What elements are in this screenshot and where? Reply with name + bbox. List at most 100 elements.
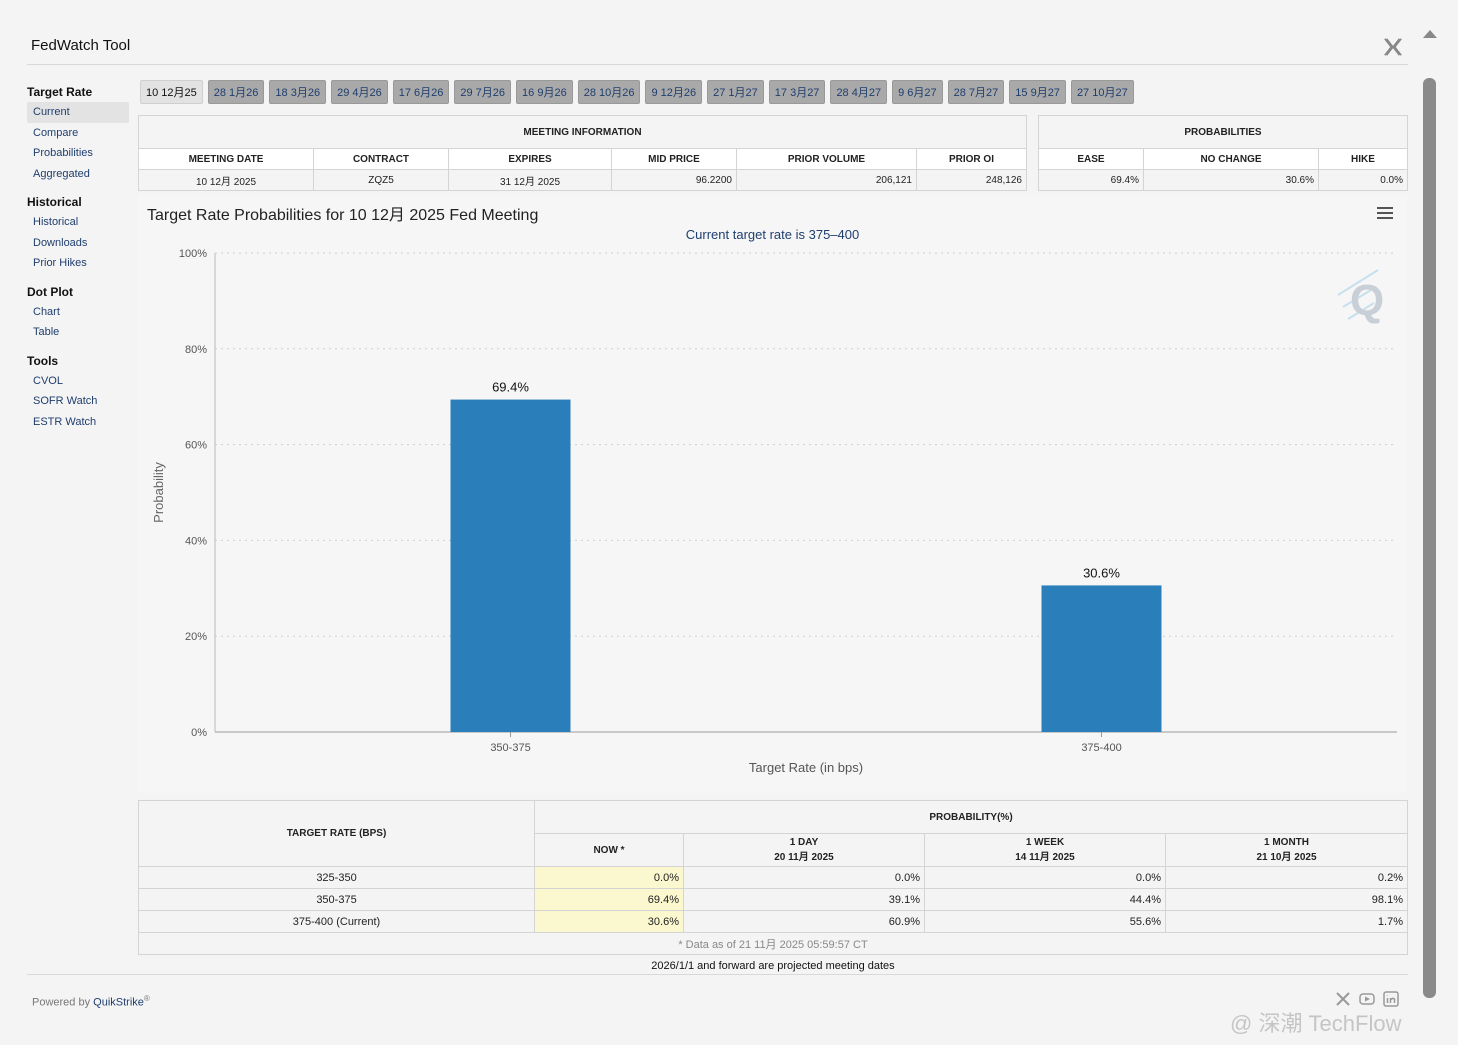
hike-value: 0.0% bbox=[1318, 169, 1408, 191]
meeting-tab[interactable]: 17 6月26 bbox=[392, 80, 450, 104]
sidebar-item-estr-watch[interactable]: ESTR Watch bbox=[33, 415, 97, 428]
meeting-tab[interactable]: 18 3月26 bbox=[269, 80, 327, 104]
meeting-date: 10 12月 2025 bbox=[138, 169, 314, 191]
meeting-tab[interactable]: 28 1月26 bbox=[207, 80, 265, 104]
target-rate-cell: 375-400 (Current) bbox=[138, 910, 535, 933]
meeting-tabs: 10 12月25 28 1月26 18 3月26 29 4月26 17 6月26… bbox=[140, 80, 1134, 104]
quikstrike-logo-icon bbox=[1337, 269, 1379, 320]
sidebar-item-sofr-watch[interactable]: SOFR Watch bbox=[33, 395, 98, 407]
footer-divider bbox=[27, 974, 1408, 975]
sidebar-item-aggregated[interactable]: Aggregated bbox=[33, 167, 90, 180]
one-day-label: 1 DAY bbox=[789, 837, 819, 848]
meeting-tab[interactable]: 27 1月27 bbox=[707, 80, 764, 104]
sidebar-item-downloads[interactable]: Downloads bbox=[33, 236, 88, 249]
ease-value: 69.4% bbox=[1038, 169, 1144, 191]
x-logo-icon[interactable] bbox=[1382, 36, 1404, 58]
sidebar-group-title: Dot Plot bbox=[27, 284, 73, 299]
projected-dates-note: 2026/1/1 and forward are projected meeti… bbox=[651, 960, 895, 972]
expires: 31 12月 2025 bbox=[448, 169, 612, 191]
one-week-date: 14 11月 2025 bbox=[1015, 852, 1075, 863]
sidebar-item-table[interactable]: Table bbox=[33, 326, 60, 338]
day-cell: 0.0% bbox=[683, 866, 925, 889]
meeting-tab[interactable]: 28 7月27 bbox=[947, 80, 1005, 104]
x-social-icon[interactable] bbox=[1334, 990, 1352, 1008]
y-tick-label: 60% bbox=[185, 440, 207, 452]
week-cell: 44.4% bbox=[924, 888, 1166, 911]
prior-volume: 206,121 bbox=[736, 169, 917, 191]
one-day-header: 1 DAY 20 11月 2025 bbox=[683, 833, 925, 867]
target-rate-cell: 325-350 bbox=[138, 866, 535, 889]
youtube-icon[interactable] bbox=[1358, 990, 1376, 1008]
meeting-tab[interactable]: 9 6月27 bbox=[892, 80, 943, 104]
meeting-tab[interactable]: 16 9月26 bbox=[516, 80, 573, 104]
chart-panel: 0% 20% 40% 60% 80% 100% 69.4% 350-375 30.6% 375-4… bbox=[138, 195, 1407, 793]
app-header: FedWatch Tool bbox=[27, 22, 1408, 65]
probability-bar-chart: 0% 20% 40% 60% 80% 100% 69.4% 350-375 30.6% 375-4… bbox=[151, 248, 1397, 775]
week-cell: 55.6% bbox=[924, 910, 1166, 933]
sidebar-group-title: Historical bbox=[27, 195, 82, 209]
sidebar-group-title: Target Rate bbox=[27, 85, 93, 99]
target-rate-header: TARGET RATE (BPS) bbox=[138, 800, 535, 867]
powered-by-label: Powered by bbox=[32, 996, 91, 1009]
sidebar-item-current[interactable]: Current bbox=[27, 102, 129, 123]
now-cell: 0.0% bbox=[534, 866, 684, 889]
week-cell: 0.0% bbox=[924, 866, 1166, 889]
linkedin-icon[interactable] bbox=[1382, 990, 1400, 1008]
chart-subtitle: Current target rate is 375–400 bbox=[685, 227, 860, 242]
watermark: @ 深潮 TechFlow bbox=[1230, 1011, 1402, 1036]
table-row: 350-375 69.4% 39.1% 44.4% 98.1% bbox=[138, 888, 1408, 911]
no-change-value: 30.6% bbox=[1143, 169, 1319, 191]
one-month-label: 1 MONTH bbox=[1264, 837, 1309, 848]
meeting-tab[interactable]: 29 7月26 bbox=[454, 80, 512, 104]
y-tick-label: 20% bbox=[185, 631, 207, 643]
table-row: 325-350 0.0% 0.0% 0.0% 0.2% bbox=[138, 866, 1408, 889]
sidebar-item-compare[interactable]: Compare bbox=[33, 126, 79, 139]
bar bbox=[450, 399, 571, 732]
meeting-tab[interactable]: 29 4月26 bbox=[331, 80, 388, 104]
sidebar-item-chart[interactable]: Chart bbox=[33, 305, 60, 318]
col-header: EASE bbox=[1038, 148, 1144, 170]
month-cell: 98.1% bbox=[1165, 888, 1408, 911]
sidebar-item-cvol[interactable]: CVOL bbox=[33, 374, 63, 387]
table-row: 375-400 (Current) 30.6% 60.9% 55.6% 1.7% bbox=[138, 910, 1408, 933]
one-week-header: 1 WEEK 14 11月 2025 bbox=[924, 833, 1166, 867]
day-cell: 60.9% bbox=[683, 910, 925, 933]
now-header: NOW * bbox=[534, 833, 684, 867]
x-axis-title: Target Rate (in bps) bbox=[749, 760, 863, 775]
sidebar-group-title: Tools bbox=[27, 353, 59, 368]
meeting-tab[interactable]: 28 10月26 bbox=[577, 80, 641, 104]
scrollbar-thumb[interactable] bbox=[1423, 78, 1436, 998]
y-axis-title: Probability bbox=[151, 462, 166, 523]
one-week-label: 1 WEEK bbox=[1025, 837, 1065, 848]
meeting-tab[interactable]: 28 4月27 bbox=[830, 80, 888, 104]
chart-menu-icon[interactable] bbox=[1377, 207, 1393, 221]
col-header: PRIOR VOLUME bbox=[736, 148, 917, 170]
col-header: HIKE bbox=[1318, 148, 1408, 170]
meeting-tab[interactable]: 15 9月27 bbox=[1009, 80, 1066, 104]
sidebar-item-prior-hikes[interactable]: Prior Hikes bbox=[33, 257, 87, 269]
probabilities-title: PROBABILITIES bbox=[1038, 115, 1408, 149]
col-header: NO CHANGE bbox=[1143, 148, 1319, 170]
powered-by: Powered by QuikStrike® bbox=[32, 994, 150, 1009]
quikstrike-link[interactable]: QuikStrike bbox=[93, 996, 144, 1009]
sidebar-item-historical[interactable]: Historical bbox=[33, 216, 79, 228]
one-month-date: 21 10月 2025 bbox=[1256, 852, 1317, 863]
top-gap bbox=[0, 0, 1458, 22]
target-rate-cell: 350-375 bbox=[138, 888, 535, 911]
meeting-tab[interactable]: 10 12月25 bbox=[140, 80, 203, 104]
one-month-header: 1 MONTH 21 10月 2025 bbox=[1165, 833, 1408, 867]
scroll-up-arrow[interactable] bbox=[1423, 30, 1437, 38]
meeting-tab[interactable]: 9 12月26 bbox=[645, 80, 703, 104]
y-tick-label: 100% bbox=[179, 248, 207, 260]
col-header: CONTRACT bbox=[313, 148, 449, 170]
data-label: 69.4% bbox=[492, 380, 529, 395]
sidebar-item-probabilities[interactable]: Probabilities bbox=[33, 147, 93, 159]
probability-history-table: TARGET RATE (BPS) PROBABILITY(%) NOW * 1… bbox=[138, 800, 1408, 955]
meeting-tab[interactable]: 27 10月27 bbox=[1070, 80, 1134, 104]
x-tick-label: 350-375 bbox=[490, 742, 530, 754]
registered-mark: ® bbox=[143, 994, 150, 1003]
chart-title: Target Rate Probabilities for 10 12月 202… bbox=[147, 207, 539, 224]
data-label: 30.6% bbox=[1083, 565, 1120, 580]
col-header: EXPIRES bbox=[448, 148, 612, 170]
meeting-tab[interactable]: 17 3月27 bbox=[768, 80, 826, 104]
